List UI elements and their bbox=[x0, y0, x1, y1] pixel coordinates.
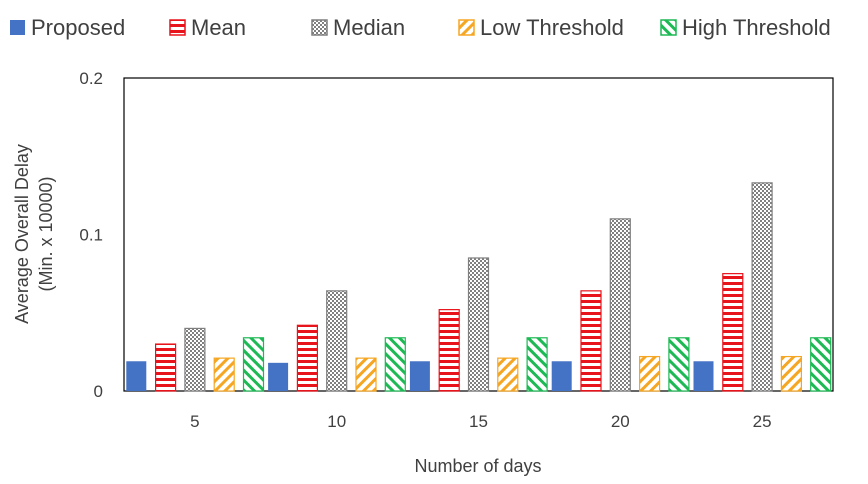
bar-mean-25 bbox=[722, 273, 744, 392]
bar-mean-20 bbox=[580, 290, 602, 392]
svg-text:(Min. x 10000): (Min. x 10000) bbox=[36, 176, 56, 291]
bar-low-threshold-25 bbox=[780, 355, 803, 392]
y-tick-label: 0.2 bbox=[79, 69, 103, 88]
y-tick-label: 0 bbox=[94, 382, 103, 401]
bar-low-threshold-10 bbox=[355, 357, 377, 392]
bar-proposed-5 bbox=[126, 361, 147, 391]
legend-item-proposed: Proposed bbox=[10, 15, 125, 40]
bar-proposed-20 bbox=[551, 361, 572, 391]
x-axis-tick-labels: 5 10 15 20 25 bbox=[190, 412, 771, 431]
bar-median-25 bbox=[751, 182, 773, 392]
legend-label: Proposed bbox=[31, 15, 125, 40]
legend-label: Low Threshold bbox=[480, 15, 624, 40]
svg-text:Average Overall Delay: Average Overall Delay bbox=[12, 144, 32, 324]
bar-proposed-10 bbox=[268, 362, 289, 391]
bar-mean-10 bbox=[296, 324, 318, 392]
legend-swatch-high-threshold bbox=[660, 19, 677, 36]
y-axis-tick-labels: 0 0.1 0.2 bbox=[79, 69, 103, 401]
bars bbox=[126, 182, 832, 392]
bar-proposed-15 bbox=[409, 361, 430, 391]
bar-mean-15 bbox=[438, 309, 460, 392]
x-axis-title: Number of days bbox=[414, 456, 541, 476]
bar-low-threshold-20 bbox=[638, 355, 661, 392]
bar-median-10 bbox=[326, 290, 348, 392]
x-tick-label: 10 bbox=[327, 412, 346, 431]
bar-median-15 bbox=[467, 257, 490, 392]
legend-label: Mean bbox=[191, 15, 246, 40]
bar-high-threshold-10 bbox=[384, 337, 406, 392]
y-tick-label: 0.1 bbox=[79, 226, 103, 245]
x-tick-label: 15 bbox=[469, 412, 488, 431]
legend-swatch-mean bbox=[169, 19, 186, 36]
legend-label: Median bbox=[333, 15, 405, 40]
bar-median-20 bbox=[609, 218, 631, 392]
legend-label: High Threshold bbox=[682, 15, 831, 40]
bar-proposed-25 bbox=[693, 361, 714, 391]
bar-high-threshold-25 bbox=[810, 337, 832, 392]
bar-high-threshold-5 bbox=[242, 337, 265, 392]
bar-high-threshold-20 bbox=[668, 337, 690, 392]
x-tick-label: 25 bbox=[753, 412, 772, 431]
bar-median-5 bbox=[184, 327, 206, 392]
bar-low-threshold-5 bbox=[213, 357, 235, 392]
bar-low-threshold-15 bbox=[497, 357, 519, 392]
legend-swatch-proposed bbox=[10, 20, 25, 35]
legend-item-median: Median bbox=[311, 15, 405, 40]
legend-item-low-threshold: Low Threshold bbox=[458, 15, 624, 40]
legend-swatch-low-threshold bbox=[458, 19, 475, 36]
legend-item-high-threshold: High Threshold bbox=[660, 15, 831, 40]
legend: Proposed Mean Median Low Threshold High Thre… bbox=[10, 15, 831, 40]
legend-item-mean: Mean bbox=[169, 15, 246, 40]
bar-high-threshold-15 bbox=[526, 337, 548, 392]
bar-mean-5 bbox=[155, 343, 177, 392]
legend-swatch-median bbox=[311, 19, 328, 36]
y-axis-title: Average Overall Delay (Min. x 10000) bbox=[12, 144, 56, 324]
x-tick-label: 20 bbox=[611, 412, 630, 431]
x-tick-label: 5 bbox=[190, 412, 199, 431]
